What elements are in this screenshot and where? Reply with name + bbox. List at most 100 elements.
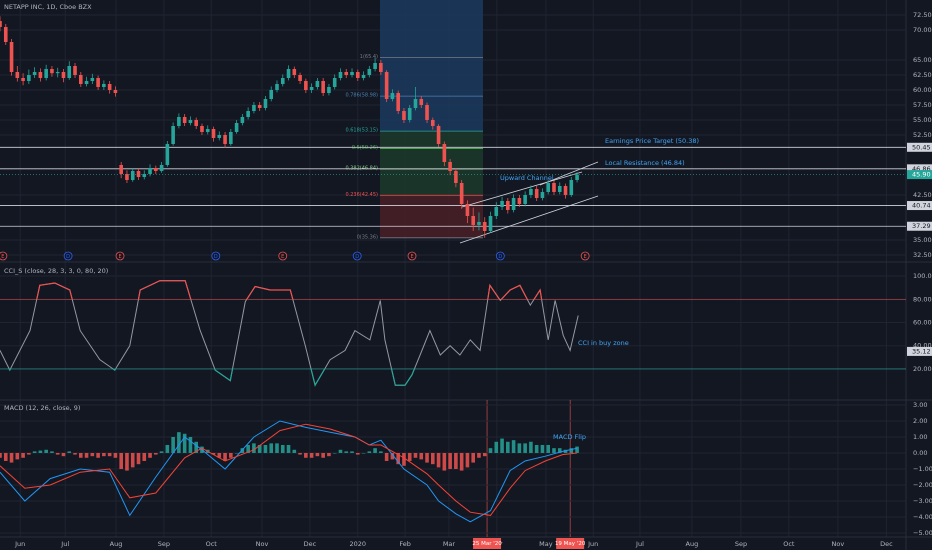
candle-body (338, 71, 343, 78)
y-tick-label: 65.00 (913, 56, 932, 64)
fib-label: 0.5(50.26) (352, 145, 378, 151)
last-price-badge: 45.90 (912, 171, 931, 179)
candle-body (292, 68, 297, 75)
price-badge-bg (907, 221, 932, 231)
event-label: D (66, 254, 70, 260)
macd-line (0, 423, 578, 516)
cci-zone-line (8, 368, 416, 387)
histogram-bar (182, 433, 187, 453)
candle-body (419, 98, 424, 105)
candle-body (125, 173, 129, 180)
histogram-bar (165, 444, 170, 453)
event-label: E (410, 254, 413, 260)
histogram-bar (506, 441, 510, 453)
histogram-bar (540, 444, 545, 453)
candle-body (327, 86, 331, 93)
histogram-bar (494, 441, 499, 453)
histogram-bar (517, 443, 522, 453)
last-value: 35.12 (912, 347, 931, 355)
histogram-bar (338, 449, 343, 453)
candle-body (165, 143, 170, 165)
histogram-bar (9, 452, 14, 463)
position-stop-zone (380, 195, 483, 238)
histogram-bar (575, 446, 579, 453)
histogram-bar (332, 452, 337, 454)
histogram-bar (425, 452, 429, 463)
candle-body (55, 71, 60, 74)
x-tick-label: Sep (158, 540, 170, 548)
candle-body (448, 161, 452, 171)
histogram-bar (488, 448, 493, 453)
annotation: Earnings Price Target (50.38) (605, 137, 699, 145)
candle-body (107, 83, 112, 90)
annotation: Local Resistance (46.84) (605, 159, 685, 167)
candle-body (90, 77, 95, 81)
price-badge: 37.29 (912, 222, 931, 230)
candle-body (229, 131, 233, 144)
histogram-bar (269, 443, 274, 453)
histogram-bar (529, 441, 533, 453)
candle-body (500, 200, 504, 207)
histogram-bar (465, 452, 470, 468)
event-marker (63, 251, 73, 261)
resistance-pointer (539, 161, 599, 186)
event-label: E (281, 254, 284, 260)
candle-body (211, 128, 216, 138)
histogram-bar (304, 452, 308, 458)
event-marker (495, 251, 505, 261)
candle-body (304, 80, 308, 90)
annotation: CCI in buy zone (578, 339, 629, 347)
candle-body (471, 215, 475, 225)
candle-body (50, 68, 54, 74)
candle-body (246, 110, 250, 117)
candle-body (205, 128, 210, 132)
histogram-bar (431, 452, 435, 465)
histogram-bar (223, 452, 227, 461)
histogram-bar (107, 452, 112, 457)
candle-body (0, 20, 2, 27)
candle-body (355, 71, 360, 78)
histogram-bar (344, 451, 349, 453)
y-tick-label: 52.50 (913, 131, 932, 139)
y-tick-label: 80.00 (913, 295, 932, 303)
histogram-bar (252, 443, 256, 453)
histogram-bar (102, 452, 106, 457)
histogram-bar (436, 452, 441, 468)
event-label: E (118, 254, 121, 260)
y-tick-label: 62.50 (913, 71, 932, 79)
candle-body (269, 89, 274, 99)
annotation: MACD Flip (553, 433, 586, 441)
x-tick-label: Dec (880, 540, 893, 548)
y-tick-label: 100.00 (913, 272, 932, 280)
candle-body (379, 62, 383, 72)
histogram-bar (448, 452, 452, 469)
histogram-bar (32, 451, 37, 453)
candle-body (142, 173, 147, 177)
x-tick-label: Dec (304, 540, 317, 548)
y-tick-label: 35.00 (913, 236, 932, 244)
candle-body (280, 77, 285, 84)
candle-body (194, 119, 199, 126)
fib-zone (380, 131, 483, 196)
x-tick-label: Feb (399, 540, 411, 548)
candle-body (44, 68, 48, 78)
candle-body (332, 77, 337, 87)
x-tick-label: Oct (206, 540, 218, 548)
y-tick-label: 57.50 (913, 101, 932, 109)
event-marker (352, 251, 362, 261)
histogram-bar (257, 444, 262, 453)
candle-body (384, 71, 389, 99)
histogram-bar (229, 452, 233, 458)
annotation: Upward Channel (500, 174, 554, 182)
candle-body (223, 134, 227, 144)
channel-upper (461, 171, 583, 208)
candle-body (436, 125, 441, 144)
candle-body (315, 80, 320, 87)
macd-line (0, 420, 578, 523)
candle-body (286, 68, 291, 78)
candle-body (136, 170, 141, 177)
histogram-bar (119, 452, 123, 469)
candle-body (188, 119, 193, 123)
position-target-zone (380, 0, 483, 132)
